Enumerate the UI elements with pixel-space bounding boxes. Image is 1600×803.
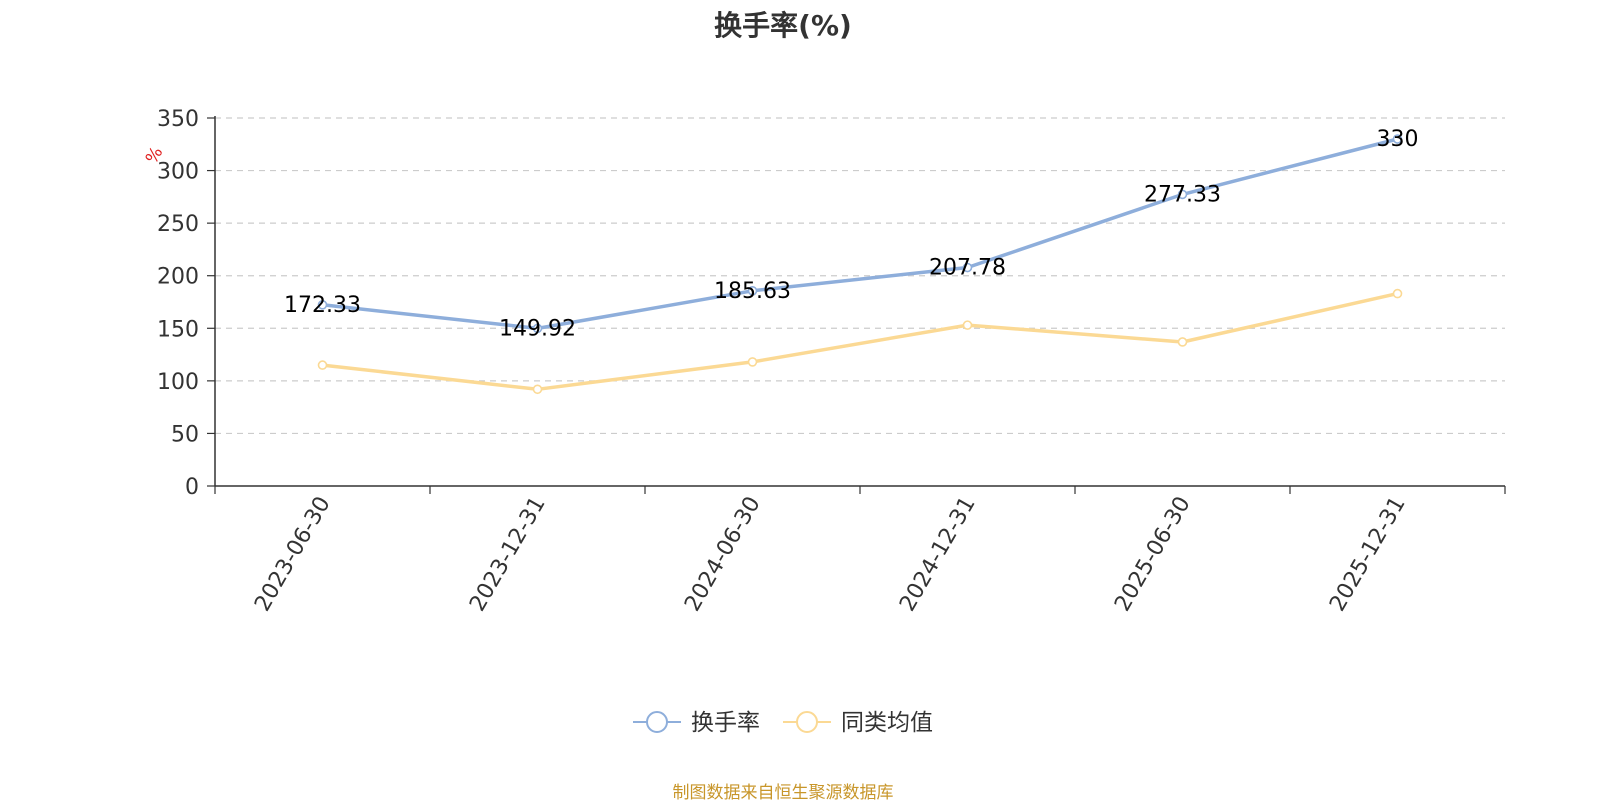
data-point-marker bbox=[747, 357, 758, 367]
data-point-marker bbox=[1392, 288, 1403, 299]
y-tick-label: 100 bbox=[157, 370, 199, 395]
data-label: 277.33 bbox=[1144, 182, 1221, 207]
data-labels: 172.33 149.92 185.63 207.78 277.33 330 bbox=[284, 127, 1418, 341]
x-tick-label: 2025-12-31 bbox=[1325, 493, 1411, 616]
legend-item-1[interactable]: 换手率 bbox=[633, 710, 760, 736]
x-tick-label: 2024-12-31 bbox=[895, 493, 981, 616]
y-tick-label: 350 bbox=[157, 107, 199, 132]
legend-item-2[interactable]: 同类均值 bbox=[783, 710, 933, 736]
data-label: 185.63 bbox=[714, 279, 791, 304]
x-tick-label: 2025-06-30 bbox=[1110, 493, 1196, 616]
grid-lines bbox=[215, 117, 1505, 435]
y-tick-label: 200 bbox=[157, 265, 199, 290]
legend-label: 换手率 bbox=[691, 710, 760, 736]
data-label: 149.92 bbox=[499, 316, 576, 341]
data-point-marker bbox=[1177, 189, 1188, 200]
series-line-1 bbox=[322, 137, 1398, 331]
data-point-marker bbox=[1392, 134, 1403, 144]
data-point-marker bbox=[962, 262, 973, 273]
data-point-marker bbox=[317, 360, 328, 370]
data-point-marker bbox=[532, 323, 543, 334]
y-tick-label: 150 bbox=[157, 317, 199, 342]
x-tick-label: 2024-06-30 bbox=[680, 493, 766, 616]
data-point-marker bbox=[1177, 337, 1188, 347]
y-tick-label: 250 bbox=[157, 212, 199, 237]
data-label: 207.78 bbox=[929, 256, 1006, 281]
legend: 换手率 同类均值 bbox=[633, 710, 933, 736]
data-label: 172.33 bbox=[284, 293, 361, 318]
series-line-2 bbox=[322, 291, 1398, 392]
data-label: 330 bbox=[1377, 127, 1419, 152]
y-tick-label: 50 bbox=[171, 422, 199, 447]
legend-marker-icon bbox=[646, 711, 668, 733]
source-note: 制图数据来自恒生聚源数据库 bbox=[672, 783, 894, 803]
series-lines bbox=[317, 134, 1403, 395]
chart-title: 换手率(%) bbox=[714, 9, 852, 42]
data-point-marker bbox=[317, 300, 328, 310]
legend-marker-icon bbox=[796, 711, 818, 733]
x-tick-label: 2023-06-30 bbox=[250, 493, 336, 616]
y-tick-label: 0 bbox=[185, 475, 199, 500]
data-point-marker bbox=[532, 384, 543, 395]
data-point-marker bbox=[962, 320, 973, 330]
legend-label: 同类均值 bbox=[841, 710, 933, 736]
data-point-marker bbox=[747, 286, 758, 296]
y-tick-label: 300 bbox=[157, 160, 199, 185]
x-tick-label: 2023-12-31 bbox=[465, 493, 551, 616]
